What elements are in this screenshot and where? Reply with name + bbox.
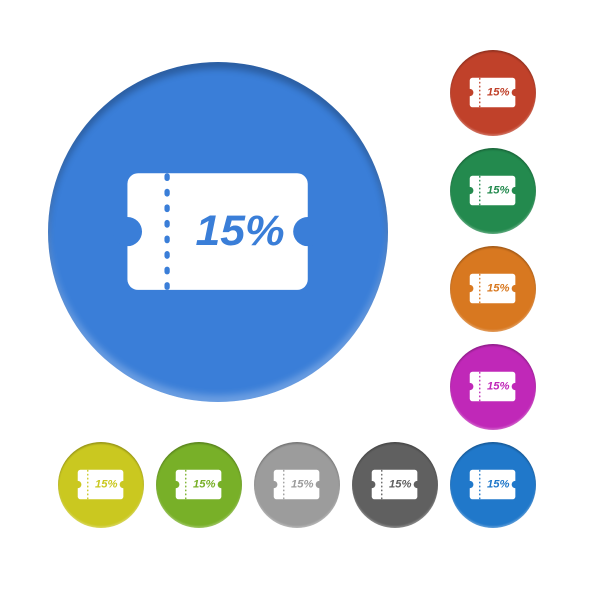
discount-coupon-icon: 15% (459, 157, 526, 224)
svg-text:15%: 15% (487, 381, 510, 393)
coupon-button-variant[interactable]: 15% (450, 344, 536, 430)
coupon-button-variant[interactable]: 15% (156, 442, 242, 528)
discount-coupon-icon: 15% (165, 451, 232, 518)
discount-coupon-icon: 15% (459, 59, 526, 126)
discount-coupon-icon: 15% (459, 353, 526, 420)
discount-coupon-icon: 15% (67, 451, 134, 518)
discount-coupon-icon: 15% (85, 99, 350, 364)
discount-coupon-icon: 15% (459, 451, 526, 518)
coupon-button-variant[interactable]: 15% (254, 442, 340, 528)
svg-text:15%: 15% (95, 479, 118, 491)
svg-text:15%: 15% (389, 479, 412, 491)
svg-text:15%: 15% (487, 479, 510, 491)
discount-coupon-icon: 15% (459, 255, 526, 322)
coupon-button-variant[interactable]: 15% (58, 442, 144, 528)
discount-coupon-icon: 15% (361, 451, 428, 518)
svg-text:15%: 15% (291, 479, 314, 491)
svg-text:15%: 15% (193, 479, 216, 491)
coupon-button-variant[interactable]: 15% (450, 148, 536, 234)
coupon-button-variant[interactable]: 15% (450, 246, 536, 332)
svg-text:15%: 15% (487, 87, 510, 99)
coupon-button-variant[interactable]: 15% (450, 50, 536, 136)
coupon-button-variant[interactable]: 15% (352, 442, 438, 528)
coupon-button-variant[interactable]: 15% (450, 442, 536, 528)
coupon-button-main[interactable]: 15% (48, 62, 388, 402)
svg-text:15%: 15% (196, 209, 285, 256)
discount-coupon-icon: 15% (263, 451, 330, 518)
svg-text:15%: 15% (487, 283, 510, 295)
svg-text:15%: 15% (487, 185, 510, 197)
